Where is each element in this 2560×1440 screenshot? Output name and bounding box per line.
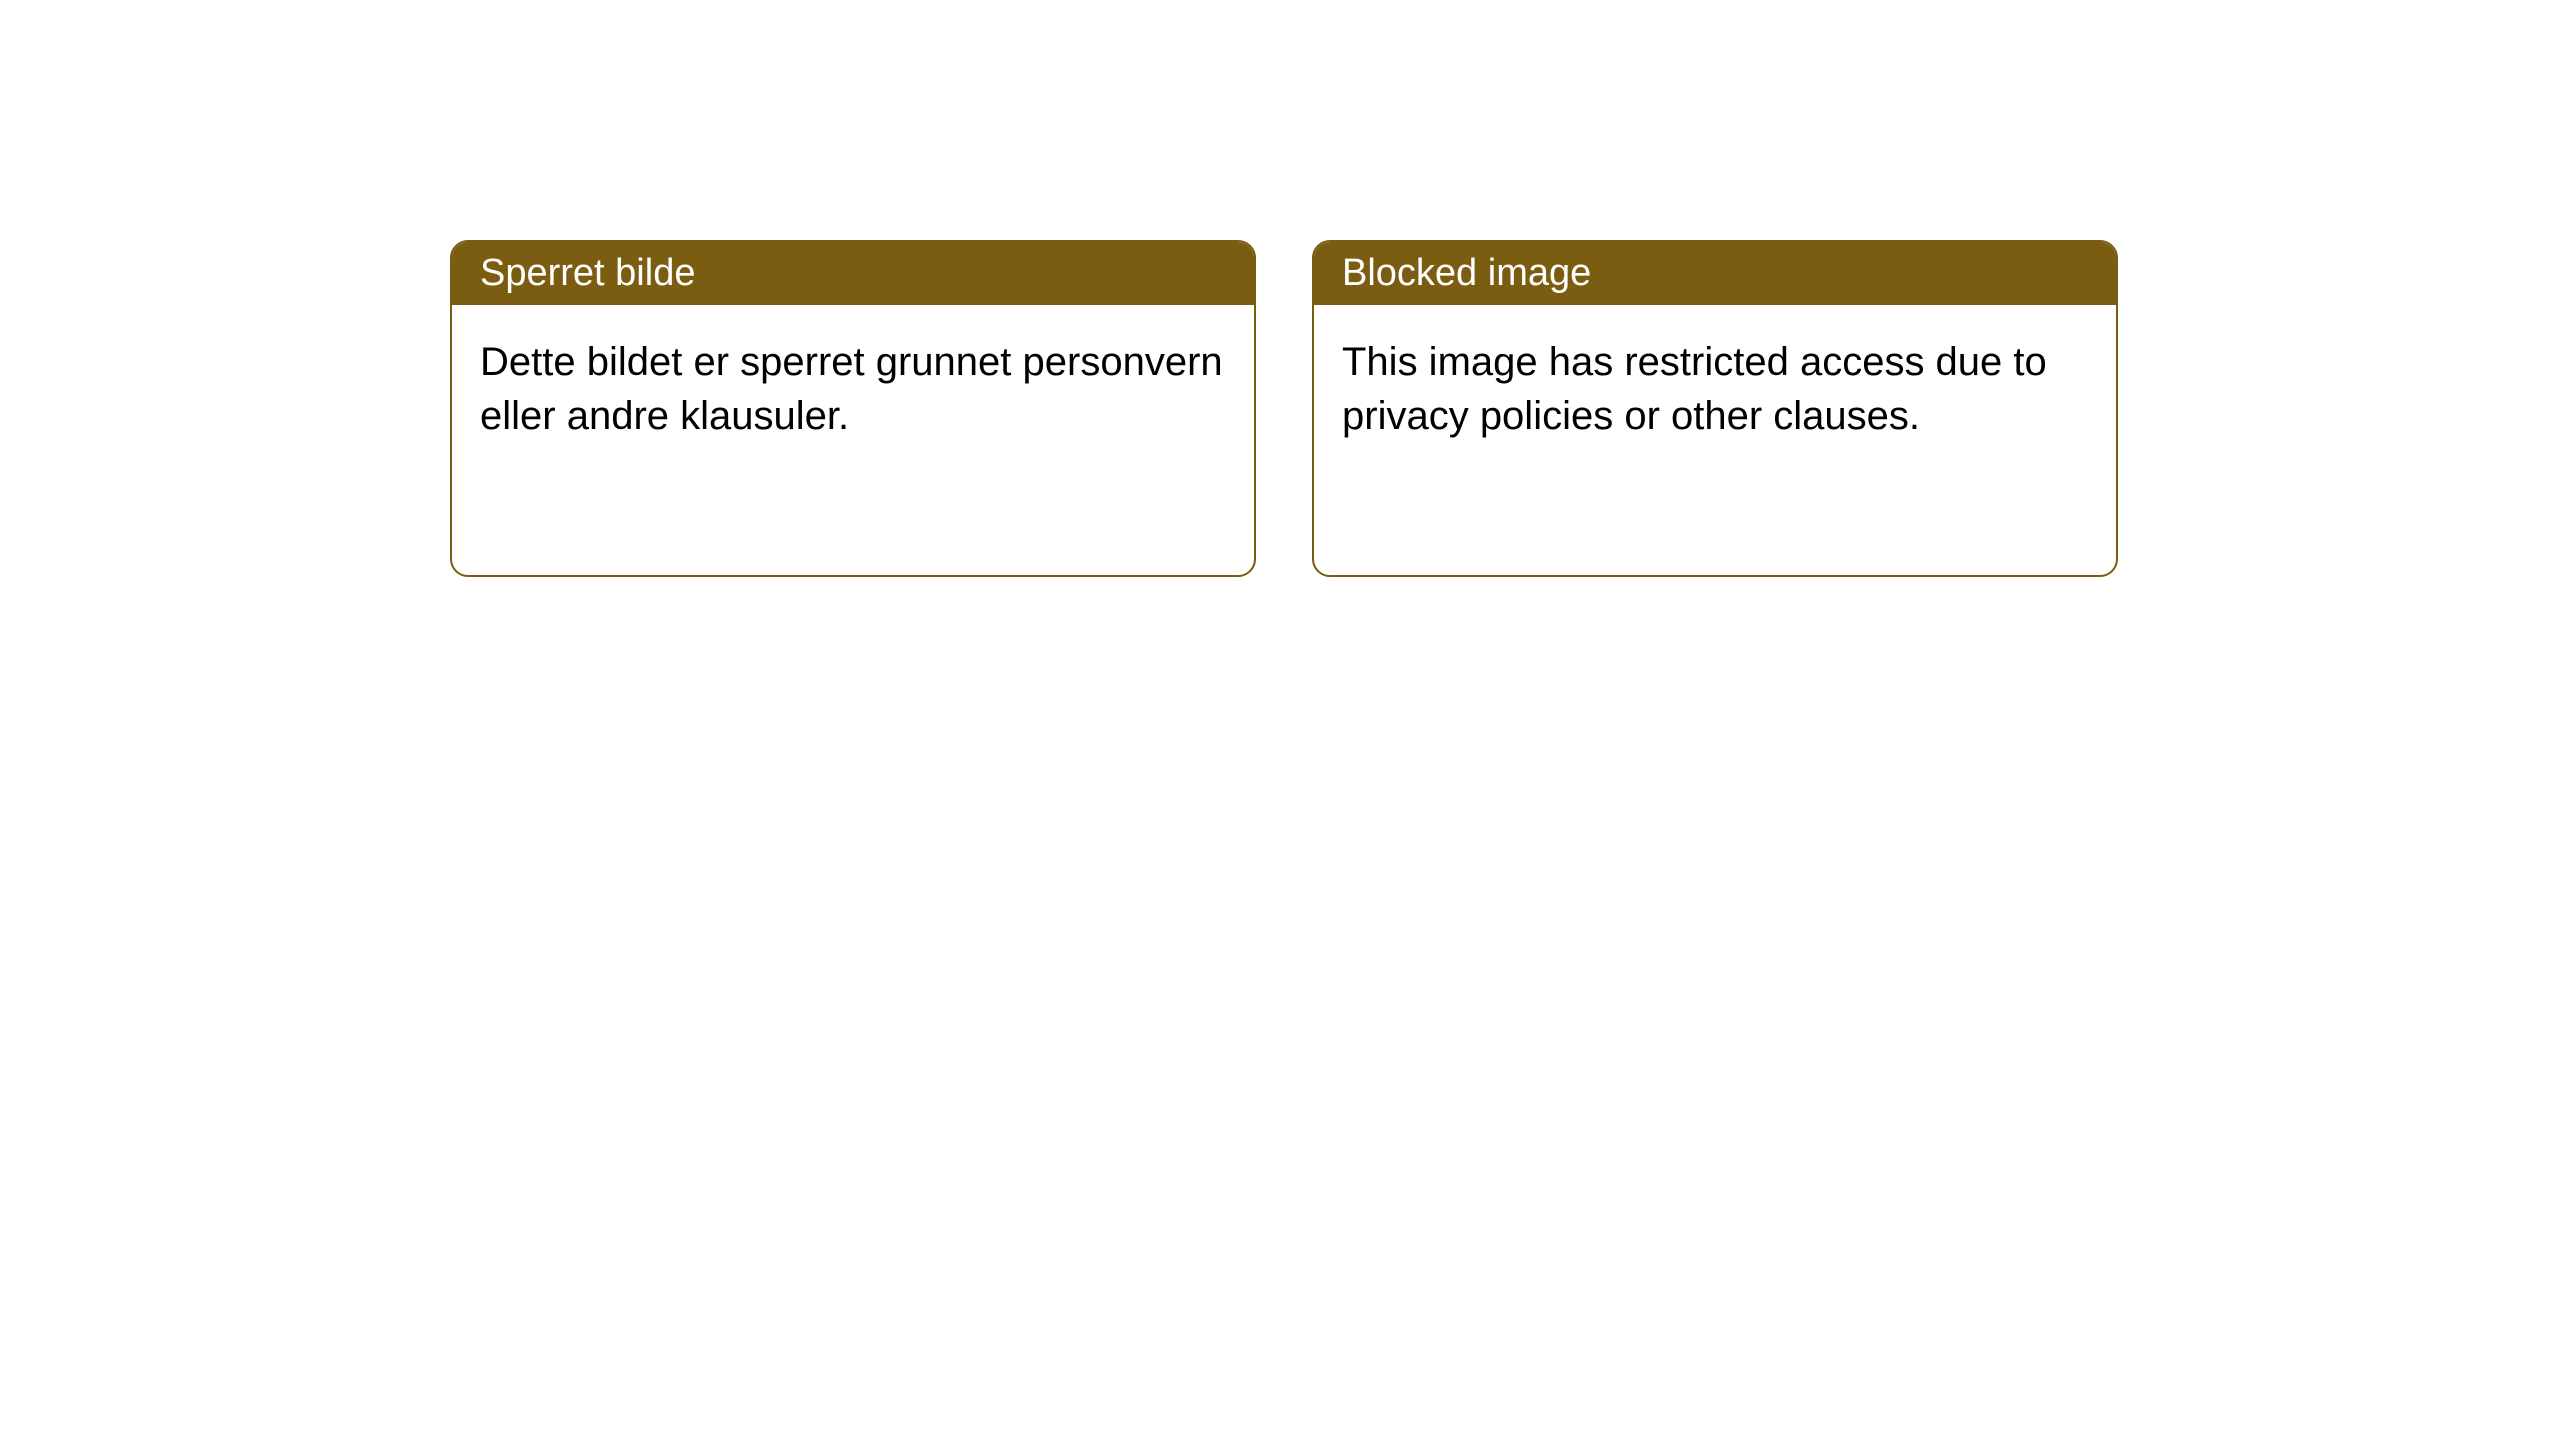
card-body: This image has restricted access due to … xyxy=(1314,305,2116,575)
notice-card-norwegian: Sperret bilde Dette bildet er sperret gr… xyxy=(450,240,1256,577)
card-header: Sperret bilde xyxy=(452,242,1254,305)
card-body: Dette bildet er sperret grunnet personve… xyxy=(452,305,1254,575)
notice-cards-container: Sperret bilde Dette bildet er sperret gr… xyxy=(450,240,2560,577)
card-header: Blocked image xyxy=(1314,242,2116,305)
notice-card-english: Blocked image This image has restricted … xyxy=(1312,240,2118,577)
